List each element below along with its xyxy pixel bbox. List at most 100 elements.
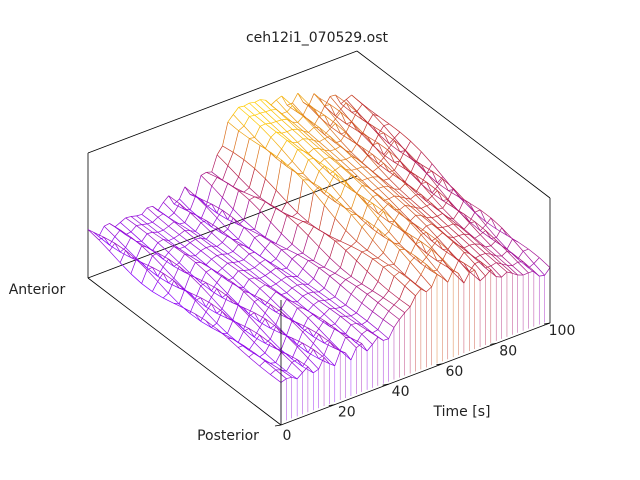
mesh-line	[356, 178, 368, 187]
mesh-line	[437, 190, 444, 201]
mesh-line	[259, 284, 266, 289]
mesh-line	[238, 176, 250, 188]
mesh-line	[190, 230, 196, 232]
mesh-line	[232, 302, 244, 309]
mesh-line	[280, 352, 293, 363]
mesh-line	[319, 116, 331, 127]
mesh-line	[436, 232, 443, 238]
mesh-line	[458, 273, 465, 284]
mesh-line	[319, 127, 331, 137]
mesh-line	[409, 295, 416, 307]
mesh-line	[259, 99, 272, 111]
mesh-line	[162, 266, 175, 279]
mesh-line	[173, 234, 180, 239]
mesh-line	[291, 224, 298, 245]
mesh-line	[264, 271, 271, 276]
mesh-line	[114, 222, 121, 228]
mesh-line	[237, 342, 250, 351]
mesh-line	[302, 342, 309, 353]
mesh-line	[238, 227, 245, 240]
mesh-line	[340, 267, 352, 277]
mesh-line	[463, 262, 475, 271]
mesh-line	[361, 226, 373, 241]
mesh-line	[474, 221, 481, 231]
mesh-line	[135, 245, 143, 259]
mesh-line	[221, 274, 234, 283]
mesh-line	[152, 267, 159, 277]
mesh-line	[259, 288, 271, 299]
mesh-line	[184, 186, 191, 195]
mesh-line	[426, 256, 438, 271]
mesh-line	[157, 231, 169, 241]
mesh-line	[200, 250, 212, 260]
mesh-line	[211, 203, 218, 214]
mesh-line	[377, 297, 384, 303]
mesh-line	[383, 123, 390, 127]
mesh-line	[382, 310, 389, 320]
mesh-line	[205, 320, 212, 328]
mesh-line	[222, 145, 234, 153]
mesh-line	[383, 211, 390, 222]
mesh-line	[361, 219, 373, 230]
mesh-line	[152, 231, 164, 240]
mesh-line	[361, 196, 373, 204]
mesh-line	[351, 121, 363, 135]
mesh-line	[270, 190, 277, 206]
mesh-line	[302, 283, 309, 285]
mesh-line	[474, 209, 481, 213]
mesh-line	[238, 239, 250, 249]
box-edge	[280, 322, 551, 426]
mesh-line	[335, 94, 347, 104]
mesh-line	[302, 331, 314, 344]
mesh-line	[324, 300, 336, 309]
mesh-line	[260, 99, 266, 101]
mesh-line	[436, 239, 449, 250]
mesh-line	[335, 149, 347, 160]
mesh-line	[297, 93, 304, 103]
mesh-line	[297, 92, 309, 105]
mesh-line	[308, 93, 315, 107]
mesh-line	[383, 150, 390, 158]
mesh-line	[378, 167, 390, 179]
mesh-line	[345, 102, 358, 113]
mesh-line	[404, 274, 416, 285]
mesh-line	[517, 258, 529, 269]
mesh-line	[383, 132, 390, 144]
mesh-line	[211, 203, 223, 211]
mesh-line	[248, 349, 260, 358]
mesh-line	[264, 352, 276, 363]
mesh-line	[232, 244, 239, 252]
mesh-line	[378, 133, 390, 144]
mesh-line	[281, 111, 288, 114]
mesh-line	[200, 218, 212, 228]
mesh-line	[205, 247, 218, 256]
mesh-line	[297, 283, 303, 286]
mesh-line	[335, 108, 342, 117]
mesh-line	[238, 219, 245, 225]
mesh-line	[442, 178, 449, 191]
mesh-line	[431, 274, 438, 287]
mesh-line	[184, 222, 196, 232]
mesh-line	[259, 318, 266, 328]
mesh-line	[206, 171, 218, 178]
mesh-line	[377, 218, 390, 232]
mesh-line	[189, 275, 201, 286]
mesh-line	[259, 297, 271, 305]
mesh-line	[426, 247, 433, 254]
mesh-line	[485, 253, 497, 263]
mesh-line	[447, 225, 459, 236]
mesh-line	[410, 186, 422, 195]
mesh-line	[415, 192, 427, 202]
mesh-line	[501, 250, 508, 257]
mesh-line	[168, 278, 175, 284]
x-tick-mark	[490, 343, 497, 345]
mesh-line	[334, 196, 341, 203]
mesh-line	[281, 248, 287, 250]
mesh-line	[399, 196, 411, 207]
mesh-line	[318, 148, 331, 158]
mesh-line	[243, 307, 255, 313]
mesh-line	[372, 114, 385, 126]
mesh-line	[264, 275, 277, 285]
mesh-line	[329, 118, 336, 127]
mesh-line	[426, 252, 438, 262]
